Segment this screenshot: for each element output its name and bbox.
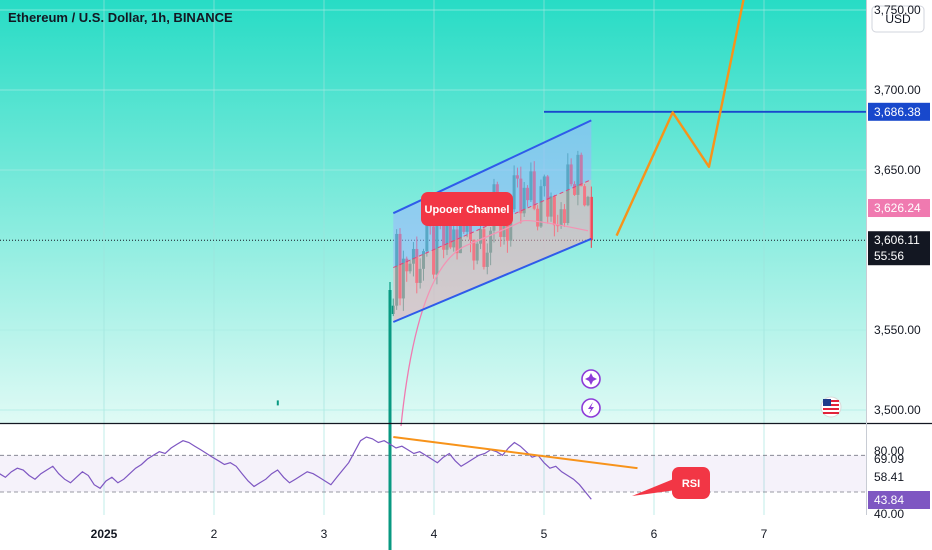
x-tick-label: 5: [541, 527, 548, 541]
time-axis-background: [0, 515, 932, 550]
last-price-label: 3,606.11: [874, 233, 920, 247]
levels-group: 3,885.613,772.573,686.383,626.243,606.11…: [544, 102, 930, 266]
channel-group: Upooer Channel: [392, 119, 592, 323]
rsi-callout-box: [672, 467, 710, 499]
level-badge-label: 3,686.38: [874, 105, 921, 119]
countdown-label: 55:56: [874, 249, 904, 263]
rsi-current-label: 43.84: [874, 493, 904, 507]
channel-lower-line: [392, 237, 592, 323]
rsi-tick-partial-bottom: 40.00: [874, 507, 904, 521]
y-tick-label: 3,700.00: [874, 83, 921, 97]
x-tick-label: 2: [211, 527, 218, 541]
channel-callout-label: Upooer Channel: [425, 204, 510, 216]
x-tick-label: 6: [651, 527, 658, 541]
rsi-tick-label: 58.41: [874, 470, 904, 484]
x-tick-label: 2025: [91, 527, 118, 541]
rsi-callout-label: RSI: [682, 478, 700, 490]
y-tick-label: 3,500.00: [874, 403, 921, 417]
level-badge: [868, 102, 930, 121]
y-tick-label: 3,750.00: [874, 3, 921, 17]
lightning-icon[interactable]: [581, 398, 601, 418]
projection-path: [615, 0, 745, 237]
rsi-tick-label: 69.09: [874, 452, 904, 466]
rsi-pane-background: [0, 424, 866, 515]
channel-callout-box: [421, 192, 513, 226]
ma-badge-label: 3,626.24: [874, 201, 921, 215]
projection-group: [615, 0, 745, 237]
small-candle: [276, 400, 279, 406]
y-tick-label: 3,650.00: [874, 163, 921, 177]
chart-title: Ethereum / U.S. Dollar, 1h, BINANCE: [8, 10, 233, 25]
currency-button-label: USD: [885, 12, 911, 26]
x-tick-label: 3: [321, 527, 328, 541]
us-flag-icon[interactable]: [820, 396, 842, 418]
rsi-callout-pointer: [632, 478, 676, 496]
x-tick-label: 4: [431, 527, 438, 541]
y-tick-label: 3,550.00: [874, 323, 921, 337]
price-axis: 3,950.003,900.003,850.003,800.003,750.00…: [868, 3, 930, 521]
x-tick-label: 7: [761, 527, 768, 541]
last-price-badge: [868, 231, 930, 266]
time-axis: 2025 2 3 4 5 6 7: [91, 527, 768, 541]
sparkle-icon[interactable]: [581, 369, 601, 389]
rsi-group: RSI: [0, 436, 710, 500]
ma-badge: [868, 199, 930, 218]
channel-lower-fill: [393, 179, 592, 322]
rsi-trendline: [393, 436, 638, 470]
currency-button[interactable]: [871, 5, 925, 33]
breakout-candle-body: [388, 290, 392, 550]
rsi-current-badge: [868, 491, 930, 509]
rsi-tick-partial-top: 80.00: [874, 444, 904, 458]
